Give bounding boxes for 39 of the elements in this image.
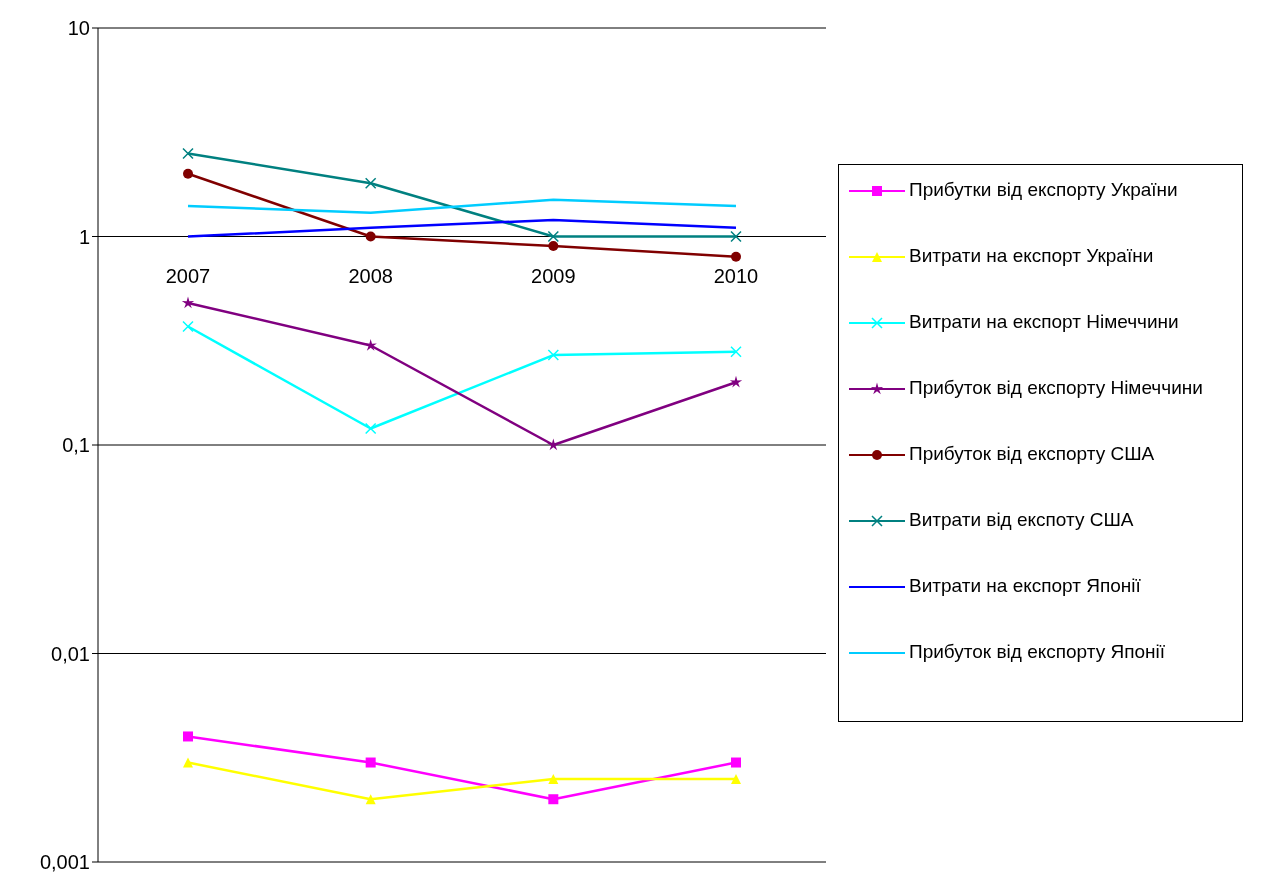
x-tick-label: 2010 — [713, 264, 759, 287]
point — [182, 320, 194, 333]
point — [183, 731, 193, 742]
point — [547, 230, 560, 243]
y-tick-label: 10 — [67, 17, 90, 40]
legend-label: Прибутки від експорту України — [909, 179, 1178, 201]
point — [365, 757, 376, 768]
point — [183, 168, 193, 179]
point — [730, 230, 742, 243]
point — [364, 177, 377, 190]
point — [182, 147, 194, 160]
point — [181, 296, 195, 309]
x-tick-label: 2007 — [165, 264, 211, 287]
point — [729, 375, 743, 388]
x-tick-label: 2008 — [348, 264, 393, 287]
point — [730, 346, 742, 358]
x-tick-label: 2009 — [531, 264, 576, 287]
point — [731, 757, 741, 768]
legend-label: Витрати на експорт України — [909, 245, 1154, 267]
point — [731, 251, 741, 262]
point — [731, 774, 741, 785]
point — [547, 349, 560, 361]
point — [548, 794, 559, 805]
legend-label: Прибуток від експорту США — [909, 443, 1155, 465]
y-tick-label: 0,01 — [51, 642, 90, 665]
point — [548, 241, 559, 252]
legend-label: Витрати від експоту США — [909, 509, 1134, 531]
legend-label: Прибуток від експорту Німеччини — [909, 377, 1203, 399]
point — [365, 794, 376, 805]
y-tick-label: 0,001 — [39, 851, 90, 874]
point — [548, 774, 559, 785]
legend-label: Прибуток від експорту Японії — [909, 641, 1165, 663]
legend-label: Витрати на експорт Німеччини — [909, 311, 1179, 333]
legend-label: Витрати на експорт Японії — [909, 575, 1141, 597]
point — [183, 757, 193, 768]
y-tick-label: 1 — [78, 225, 90, 248]
point — [365, 231, 376, 242]
y-tick-label: 0,1 — [62, 434, 90, 457]
point — [364, 422, 377, 435]
